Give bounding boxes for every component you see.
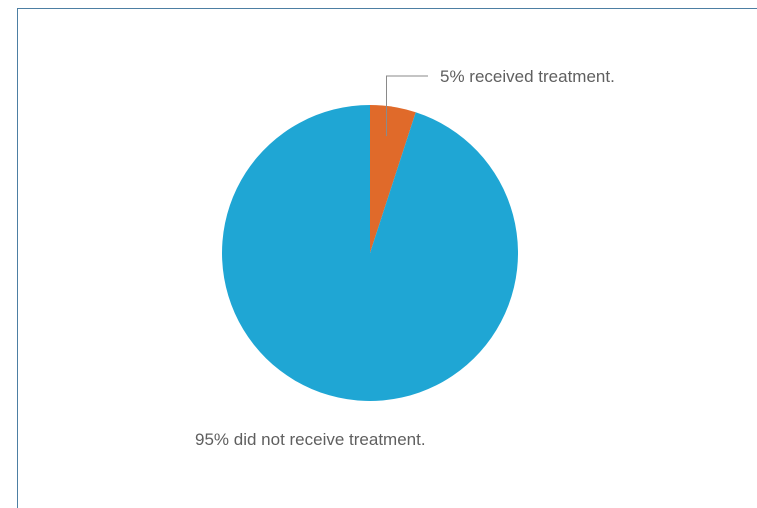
pie-slice-not-received — [222, 105, 519, 402]
chart-frame — [17, 8, 757, 508]
slice-leader-line-received — [386, 75, 428, 137]
slice-label-received: 5% received treatment. — [440, 67, 615, 86]
slice-label-not-received: 95% did not receive treatment. — [195, 430, 426, 449]
pie-slices — [222, 105, 519, 402]
pie-slice-received — [370, 105, 416, 253]
pie-chart: 5% received treatment. 95% did not recei… — [195, 67, 615, 449]
